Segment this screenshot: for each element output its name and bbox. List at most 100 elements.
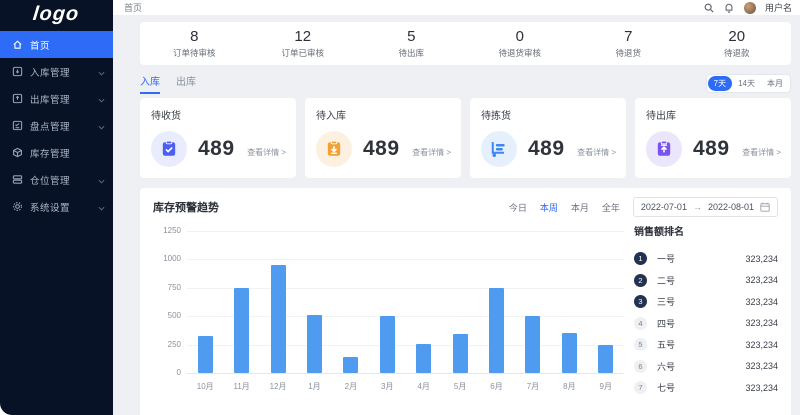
bar-4月[interactable] — [416, 344, 432, 373]
rank-badge: 4 — [634, 316, 647, 330]
sidebar-item-2[interactable]: 入库管理 — [0, 58, 113, 85]
ranking-row[interactable]: 3 三号 323,234 — [634, 291, 778, 313]
bar-8月[interactable] — [561, 333, 577, 373]
bar-3月[interactable] — [379, 315, 395, 373]
bar-9月[interactable] — [598, 344, 614, 373]
bar-2月[interactable] — [343, 357, 359, 373]
kpi-card: 待拣货 489 查看详情 > — [470, 98, 626, 178]
chart-header: 库存预警趋势 今日 本周 本月 全年 2022-07-01 → 2022-08-01 — [153, 197, 778, 217]
rank-value: 323,234 — [745, 382, 778, 393]
ranking-row[interactable]: 6 六号 323,234 — [634, 356, 778, 378]
sidebar-item-7[interactable]: 系统设置 — [0, 193, 113, 220]
kpi-card-value: 489 — [198, 137, 235, 160]
username-label[interactable]: 用户名 — [764, 3, 792, 13]
stat-value: 8 — [190, 28, 199, 45]
gridline — [187, 287, 624, 289]
sidebar-item-3[interactable]: 出库管理 — [0, 85, 113, 112]
tab-出库[interactable]: 出库 — [176, 76, 196, 88]
x-axis-label: 6月 — [490, 382, 503, 391]
bar-chart: 1250 1000 750 500 250 0 10月 11月 12月 1月 2月 3月 4月 5月 6月 7… — [153, 221, 630, 409]
filter-本月[interactable]: 本月 — [570, 202, 589, 213]
kpi-cards-row: 待收货 489 查看详情 > 待入库 489 查看详情 > 待拣货 489 查看详情 > 待出库 4… — [140, 98, 791, 178]
range-本月[interactable]: 本月 — [767, 78, 783, 88]
bar-12月[interactable] — [270, 265, 286, 373]
tab-入库[interactable]: 入库 — [140, 73, 160, 94]
range-7天[interactable]: 7天 — [707, 75, 733, 91]
view-details-link[interactable]: 查看详情 > — [577, 148, 616, 157]
kpi-card-title: 待入库 — [316, 111, 346, 122]
main-content: 8 订单待审核 12 订单已审核 5 待出库 0 待退货审核 7 待退货 20 待退款 入库 出库 7天… — [113, 15, 800, 415]
y-axis-tick: 1250 — [163, 226, 181, 235]
ranking-row[interactable]: 4 四号 323,234 — [634, 313, 778, 335]
x-axis-label: 10月 — [196, 382, 214, 391]
order-stats-card: 8 订单待审核 12 订单已审核 5 待出库 0 待退货审核 7 待退货 20 待退款 — [140, 22, 791, 65]
sidebar-item-1[interactable]: 首页 — [0, 31, 113, 58]
bar-6月[interactable] — [489, 287, 505, 373]
sidebar-menu: 首页入库管理出库管理盘点管理 库存管理仓位管理系统设置 — [0, 31, 113, 220]
rank-name: 六号 — [657, 361, 676, 372]
stat-item: 0 待退货审核 — [466, 28, 575, 59]
chart-card: 库存预警趋势 今日 本周 本月 全年 2022-07-01 → 2022-08-01 … — [140, 188, 791, 415]
sidebar-item-4[interactable]: 盘点管理 — [0, 112, 113, 139]
filter-本周[interactable]: 本周 — [539, 202, 558, 213]
logo-text: logo — [32, 3, 81, 25]
date-start: 2022-07-01 — [640, 202, 687, 212]
y-axis-tick: 250 — [167, 339, 181, 349]
sidebar-item-label: 仓位管理 — [30, 175, 71, 187]
sidebar-item-label: 首页 — [30, 40, 51, 52]
ranking-row[interactable]: 7 七号 323,234 — [634, 377, 778, 399]
kpi-card-title: 待出库 — [646, 111, 676, 122]
cube-icon — [11, 147, 23, 159]
stat-label: 待退款 — [723, 48, 750, 58]
kpi-card: 待入库 489 查看详情 > — [305, 98, 461, 178]
rank-name: 二号 — [657, 275, 676, 286]
chevron-down-icon — [98, 63, 105, 81]
chart-period-filters: 今日 本周 本月 全年 — [509, 201, 620, 214]
date-range-picker[interactable]: 2022-07-01 → 2022-08-01 — [632, 197, 778, 217]
bell-icon[interactable] — [724, 2, 735, 13]
kpi-card-body: 489 — [646, 131, 780, 167]
stat-value: 7 — [624, 28, 633, 45]
stat-value: 5 — [407, 28, 416, 45]
ranking-row[interactable]: 2 二号 323,234 — [634, 270, 778, 292]
rank-value: 323,234 — [745, 318, 778, 329]
y-axis-tick: 1000 — [163, 254, 181, 264]
logo: logo — [0, 0, 113, 29]
chevron-down-icon — [98, 198, 105, 216]
bar-7月[interactable] — [525, 315, 541, 373]
outbox-icon — [11, 93, 23, 105]
kpi-card: 待收货 489 查看详情 > — [140, 98, 296, 178]
stat-item: 8 订单待审核 — [140, 28, 249, 59]
rank-badge: 1 — [634, 252, 647, 266]
chart-title: 库存预警趋势 — [153, 202, 219, 214]
view-details-link[interactable]: 查看详情 > — [247, 148, 286, 157]
ranking-row[interactable]: 5 五号 323,234 — [634, 334, 778, 356]
stat-value: 12 — [294, 28, 312, 45]
sidebar-item-label: 出库管理 — [30, 94, 71, 106]
view-details-link[interactable]: 查看详情 > — [412, 148, 451, 157]
kpi-card-body: 489 — [316, 131, 450, 167]
sidebar-item-6[interactable]: 仓位管理 — [0, 166, 113, 193]
range-14天[interactable]: 14天 — [738, 78, 755, 88]
rank-badge: 6 — [634, 359, 647, 373]
ranking-row[interactable]: 1 一号 323,234 — [634, 248, 778, 270]
gear-icon — [11, 201, 23, 213]
filter-今日[interactable]: 今日 — [508, 202, 527, 213]
rank-name: 三号 — [657, 297, 676, 308]
x-axis-label: 11月 — [233, 382, 250, 391]
bar-11月[interactable] — [234, 287, 250, 373]
x-axis-label: 1月 — [308, 382, 321, 391]
home-icon — [11, 39, 23, 51]
kpi-card-title: 待收货 — [151, 111, 181, 122]
view-details-link[interactable]: 查看详情 > — [742, 148, 781, 157]
search-icon[interactable] — [704, 2, 715, 13]
user-avatar[interactable] — [743, 1, 756, 14]
bar-10月[interactable] — [197, 335, 213, 373]
filter-全年[interactable]: 全年 — [601, 202, 620, 213]
date-end: 2022-08-01 — [707, 202, 754, 212]
warehouse-tabs: 入库 出库 — [140, 73, 212, 94]
sidebar-item-5[interactable]: 库存管理 — [0, 139, 113, 166]
bar-1月[interactable] — [306, 315, 322, 373]
bar-5月[interactable] — [452, 334, 468, 373]
